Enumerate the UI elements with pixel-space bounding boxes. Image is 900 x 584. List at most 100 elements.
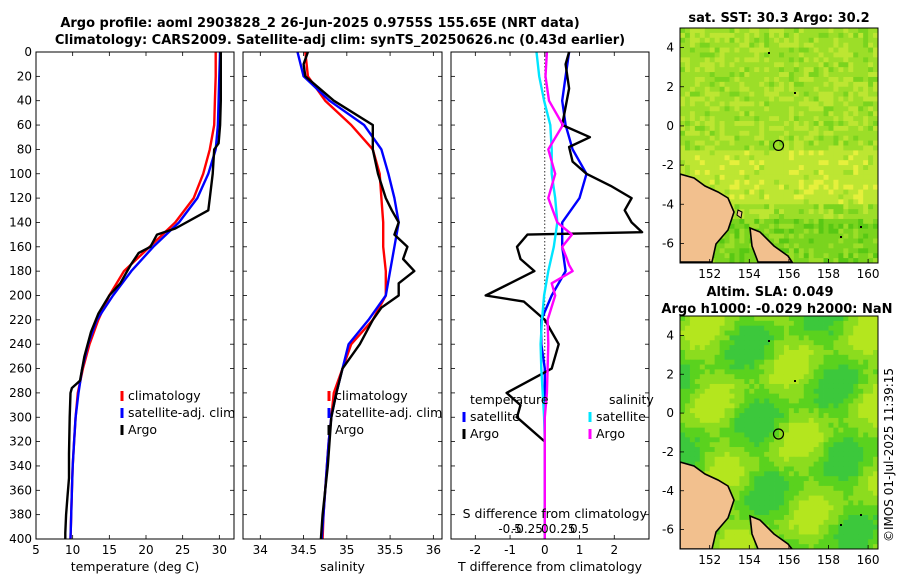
map-cell <box>749 320 755 327</box>
map-cell <box>769 476 775 482</box>
map-cell <box>719 179 725 186</box>
map-cell <box>818 359 824 365</box>
map-cell <box>699 422 706 429</box>
map-cell <box>848 145 854 151</box>
y-tick-label: 280 <box>9 386 32 400</box>
map-cell <box>699 165 706 171</box>
map-cell <box>714 145 720 151</box>
map-cell <box>714 101 720 107</box>
map-cell <box>813 258 819 263</box>
map-cell <box>684 57 691 63</box>
map-cell <box>848 388 854 395</box>
map-cell <box>843 86 849 93</box>
map-cell <box>739 393 745 399</box>
map-cell <box>709 111 716 117</box>
map-cell <box>788 451 795 458</box>
map-cell <box>798 169 805 176</box>
map-cell <box>848 466 854 472</box>
map-cell <box>680 130 686 137</box>
map-cell <box>818 408 824 414</box>
map-cell <box>803 28 810 34</box>
map-cell <box>709 398 716 404</box>
map-cell <box>680 96 686 102</box>
map-cell <box>729 233 735 239</box>
map-cell <box>689 335 696 341</box>
map-cell <box>868 116 874 122</box>
map-cell <box>863 209 869 215</box>
map-cell <box>684 345 691 351</box>
map-cell <box>798 529 805 535</box>
map-cell <box>699 330 706 336</box>
map-cell <box>843 223 849 230</box>
plot-area <box>243 52 442 539</box>
map-cell <box>788 379 795 385</box>
map-cell <box>709 451 716 458</box>
map-cell <box>813 519 819 526</box>
map-cell <box>724 165 730 171</box>
map-cell <box>828 422 834 429</box>
map-cell <box>848 354 854 361</box>
map-cell <box>848 179 854 186</box>
map-cell <box>749 214 755 220</box>
map-cell <box>724 111 730 117</box>
map-cell <box>818 72 824 78</box>
map-cell <box>709 52 716 58</box>
map-cell <box>813 490 819 496</box>
map-cell <box>709 106 716 112</box>
map-cell <box>734 456 740 463</box>
map-cell <box>843 150 849 156</box>
map-cell <box>684 393 691 399</box>
map-cell <box>788 189 795 195</box>
map-cell <box>813 130 819 137</box>
map-cell <box>774 116 780 122</box>
map-x-tick-label: 158 <box>817 553 840 567</box>
map-cell <box>779 510 785 516</box>
map-cell <box>779 140 785 146</box>
map-cell <box>848 495 854 501</box>
map-cell <box>838 91 844 97</box>
map-cell <box>843 519 849 526</box>
map-cell <box>848 169 854 176</box>
map-cell <box>769 442 775 448</box>
map-cell <box>754 184 760 190</box>
map-cell <box>863 81 869 88</box>
map-cell <box>699 28 706 34</box>
map-cell <box>798 32 805 39</box>
map-cell <box>680 393 686 399</box>
map-cell <box>838 447 844 453</box>
map-cell <box>774 529 780 535</box>
map-cell <box>779 32 785 39</box>
map-cell <box>779 403 785 409</box>
map-cell <box>724 427 730 433</box>
map-cell <box>813 393 819 399</box>
map-cell <box>709 417 716 424</box>
map-cell <box>858 145 864 151</box>
map-cell <box>858 228 864 235</box>
map-cell <box>863 28 869 34</box>
map-cell <box>798 325 805 331</box>
map-cell <box>774 461 780 467</box>
map-cell <box>714 398 720 404</box>
map-cell <box>764 121 770 127</box>
map-cell <box>833 471 839 477</box>
map-cell <box>769 490 775 496</box>
map-cell <box>838 32 844 39</box>
map-x-tick-label: 156 <box>777 267 800 281</box>
map-cell <box>808 67 815 73</box>
map-cell <box>704 165 711 171</box>
map-cell <box>853 189 859 195</box>
map-cell <box>848 471 854 477</box>
map-cell <box>788 243 795 249</box>
map-cell <box>680 67 686 73</box>
map-cell <box>689 408 696 414</box>
map-cell <box>749 253 755 259</box>
island-dot <box>768 340 770 342</box>
map-cell <box>853 320 859 327</box>
map-cell <box>873 155 878 161</box>
map-cell <box>719 413 725 419</box>
map-cell <box>729 169 735 176</box>
map-cell <box>853 413 859 419</box>
map-cell <box>749 165 755 171</box>
map-cell <box>729 456 735 463</box>
map-cell <box>729 189 735 195</box>
